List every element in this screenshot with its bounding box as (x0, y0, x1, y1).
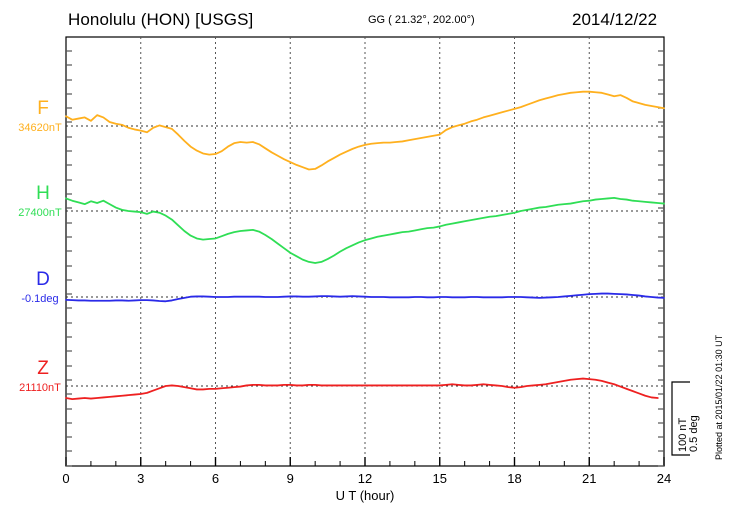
observation-date: 2014/12/22 (572, 10, 658, 29)
component-letter-d: D (36, 269, 50, 290)
component-labels: F 34620nT H 27400nT D -0.1deg Z 21110nT (18, 98, 62, 394)
component-value-z: 21110nT (19, 382, 61, 394)
x-tick-label: 18 (507, 471, 521, 486)
trace-h (65, 196, 665, 264)
component-value-h: 27400nT (18, 207, 62, 219)
component-value-d: -0.1deg (21, 293, 58, 305)
trace-z (65, 377, 659, 401)
plotted-at-timestamp: Plotted at 2015/01/22 01:30 UT (714, 334, 724, 460)
x-axis-ticks (65, 457, 665, 466)
component-value-f: 34620nT (18, 122, 62, 134)
trace-d (65, 292, 665, 303)
x-tick-label: 15 (433, 471, 447, 486)
component-traces (65, 90, 665, 401)
component-letter-f: F (37, 98, 49, 119)
x-tick-label: 0 (62, 471, 69, 486)
scale-bar-label-deg: 0.5 deg (688, 415, 700, 452)
y-axis-ticks (66, 50, 664, 467)
scale-bar-label-nt: 100 nT (677, 417, 689, 452)
component-letter-h: H (36, 183, 50, 204)
trace-f (65, 90, 665, 171)
scale-bar-bracket (671, 381, 690, 456)
component-letter-z: Z (37, 358, 49, 379)
plot-frame (65, 36, 665, 467)
x-tick-label: 3 (137, 471, 144, 486)
x-axis-tick-labels: 0 3 6 9 12 15 18 21 24 (62, 471, 671, 486)
x-tick-label: 12 (358, 471, 372, 486)
x-tick-label: 6 (212, 471, 219, 486)
scale-bar: 100 nT 0.5 deg (671, 381, 700, 456)
x-tick-label: 9 (287, 471, 294, 486)
geographic-coordinates: GG ( 21.32°, 202.00°) (368, 14, 475, 26)
x-tick-label: 21 (582, 471, 596, 486)
station-title: Honolulu (HON) [USGS] (68, 10, 254, 29)
x-axis-title: U T (hour) (336, 488, 395, 503)
x-tick-label: 24 (657, 471, 671, 486)
